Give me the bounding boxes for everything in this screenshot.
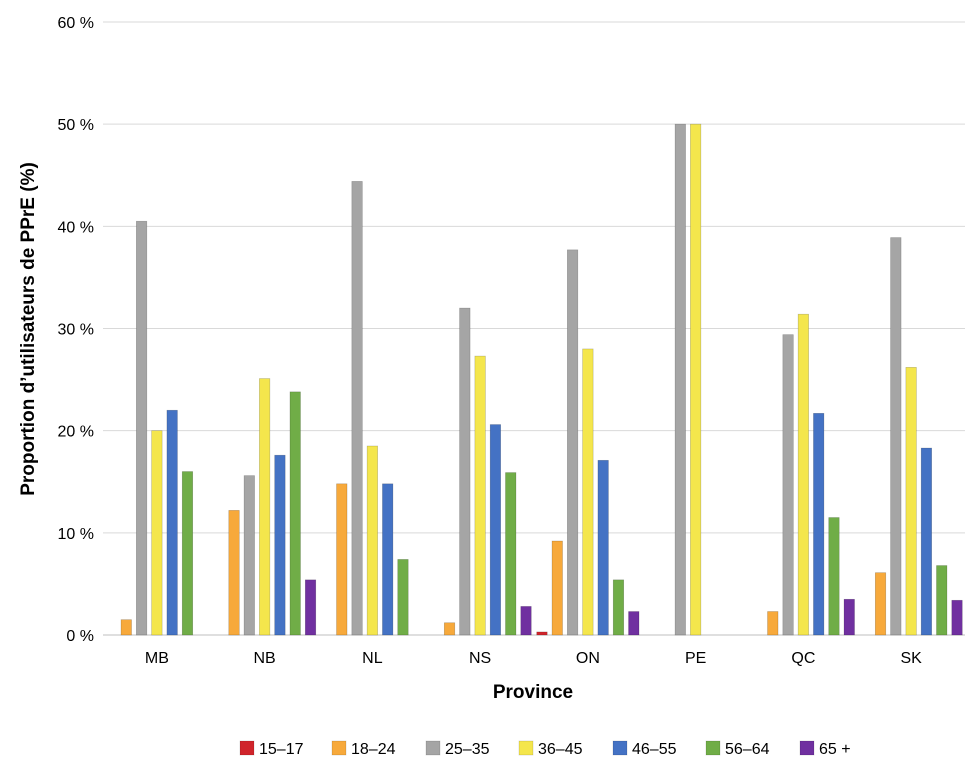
bar-QC-18-24: [767, 611, 779, 636]
bar-ON-65-: [628, 611, 640, 636]
bar-ON-18-24: [551, 540, 563, 636]
bar-NS-65-: [520, 606, 532, 636]
legend-label: 25–35: [445, 741, 490, 758]
bar-QC-65-: [843, 598, 855, 636]
bar-MB-18-24: [120, 619, 132, 636]
bar-NL-56-64: [397, 559, 409, 636]
bar-MB-36-45: [151, 430, 163, 636]
bar-NL-25-35: [351, 181, 363, 636]
bar-SK-46-55: [920, 447, 932, 636]
bar-QC-56-64: [828, 517, 840, 636]
bar-ON-46-55: [597, 459, 609, 636]
bar-ON-15-17: [536, 631, 548, 636]
bar-PE-36-45: [690, 123, 702, 636]
bar-NB-56-64: [289, 391, 301, 636]
bar-NB-46-55: [274, 454, 286, 636]
bar-QC-36-45: [797, 313, 809, 636]
bar-QC-46-55: [813, 412, 825, 636]
y-axis-title: Proportion d’utilisateurs de PPrE (%): [18, 162, 39, 496]
bar-SK-25-35: [890, 237, 902, 636]
y-axis-ticks: 0 % 10 % 20 % 30 % 40 % 50 % 60 %: [58, 15, 94, 645]
y-tick-label: 50 %: [58, 117, 94, 134]
bar-NB-36-45: [259, 378, 271, 636]
x-axis-ticks: MB NB NL NS ON PE QC SK: [145, 650, 922, 667]
bar-NS-46-55: [489, 424, 501, 636]
bar-NB-65-: [304, 579, 317, 636]
x-tick-label: NL: [362, 650, 383, 667]
bar-NS-25-35: [459, 307, 471, 636]
bar-MB-56-64: [181, 471, 194, 636]
legend-label: 15–17: [259, 741, 304, 758]
x-tick-label: QC: [791, 650, 815, 667]
y-tick-label: 60 %: [58, 15, 94, 32]
bar-SK-36-45: [905, 367, 917, 636]
x-axis-title: Province: [493, 682, 573, 703]
x-tick-label: NB: [254, 650, 276, 667]
legend-label: 56–64: [725, 741, 770, 758]
legend-swatch: [518, 740, 534, 756]
y-tick-label: 10 %: [58, 526, 94, 543]
legend: 15–17 18–24 25–35 36–45 46–55 56–64 65 +: [239, 740, 851, 758]
legend-swatch: [239, 740, 255, 756]
legend-swatch: [331, 740, 347, 756]
legend-swatch: [705, 740, 721, 756]
bar-SK-18-24: [874, 572, 887, 636]
bar-ON-36-45: [582, 348, 594, 636]
bar-NL-46-55: [382, 483, 394, 636]
legend-swatch: [612, 740, 628, 756]
x-tick-label: MB: [145, 650, 169, 667]
bar-MB-25-35: [136, 220, 148, 636]
legend-swatch: [425, 740, 441, 756]
legend-swatch: [799, 740, 815, 756]
bar-SK-56-64: [936, 565, 948, 636]
bar-PE-25-35: [674, 123, 686, 636]
bars: [120, 123, 963, 636]
bar-MB-46-55: [166, 409, 178, 636]
bar-ON-25-35: [567, 249, 579, 636]
bar-NS-36-45: [474, 355, 486, 636]
y-tick-label: 40 %: [58, 219, 94, 236]
legend-label: 65 +: [819, 741, 851, 758]
y-tick-label: 30 %: [58, 322, 94, 339]
legend-label: 46–55: [632, 741, 677, 758]
bar-QC-25-35: [782, 334, 794, 636]
bar-NL-18-24: [336, 483, 348, 636]
bar-SK-65-: [951, 599, 963, 636]
bar-NS-18-24: [443, 622, 456, 636]
bar-ON-56-64: [612, 579, 625, 636]
bar-NS-56-64: [505, 472, 517, 636]
x-tick-label: NS: [469, 650, 491, 667]
bar-NB-25-35: [243, 475, 255, 636]
x-tick-label: ON: [576, 650, 600, 667]
bar-NL-36-45: [366, 445, 378, 636]
y-tick-label: 0 %: [66, 628, 94, 645]
bar-NB-18-24: [228, 510, 240, 636]
legend-label: 36–45: [538, 741, 583, 758]
x-tick-label: SK: [900, 650, 922, 667]
y-tick-label: 20 %: [58, 424, 94, 441]
x-tick-label: PE: [685, 650, 706, 667]
legend-label: 18–24: [351, 741, 396, 758]
